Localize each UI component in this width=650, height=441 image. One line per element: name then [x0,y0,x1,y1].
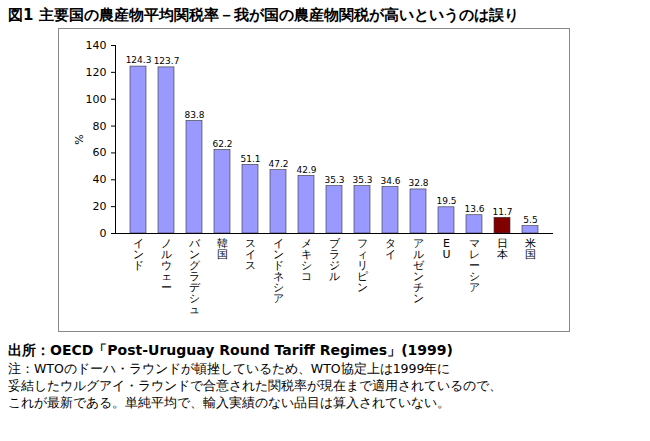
svg-text:60: 60 [93,146,107,159]
svg-text:タイ: タイ [385,237,396,261]
svg-text:34.6: 34.6 [380,176,400,186]
svg-text:47.2: 47.2 [268,159,288,169]
svg-text:%: % [73,134,86,144]
svg-text:124.3: 124.3 [126,55,152,65]
svg-text:51.1: 51.1 [240,154,260,164]
svg-text:35.3: 35.3 [324,175,344,185]
svg-text:40: 40 [93,173,107,186]
svg-text:インド: インド [133,237,144,272]
svg-text:13.6: 13.6 [464,204,484,214]
svg-text:スイス: スイス [245,237,256,272]
svg-text:83.8: 83.8 [184,110,204,120]
svg-text:100: 100 [86,93,107,106]
svg-text:20: 20 [93,200,107,213]
svg-text:123.7: 123.7 [154,56,180,66]
svg-text:バングラデシュ: バングラデシュ [188,237,201,316]
svg-text:ノルウェー: ノルウェー [161,237,172,294]
svg-text:120: 120 [86,66,107,79]
svg-text:0: 0 [100,227,107,240]
html-text:妥結したウルグアイ・ラウンドで合意された関税率が現在まで適用: 妥結したウルグアイ・ラウンドで合意された関税率が現在まで適用されているので、 [8,378,502,393]
svg-text:19.5: 19.5 [436,196,456,206]
html-text:出所：OECD「Post-Uruguay Round Tar: 出所：OECD「Post-Uruguay Round Tariff Regime… [8,342,453,358]
svg-text:140: 140 [86,39,107,52]
svg-text:韓国: 韓国 [217,237,228,261]
svg-text:アルゼンチン: アルゼンチン [413,237,425,305]
svg-text:5.5: 5.5 [523,215,537,225]
svg-text:62.2: 62.2 [212,139,232,149]
html-text:注：WTOのドーハ・ラウンドが頓挫しているため、WTO協定上: 注：WTOのドーハ・ラウンドが頓挫しているため、WTO協定上は1999年に [8,361,451,376]
svg-text:フィリピン: フィリピン [357,237,368,294]
svg-text:11.7: 11.7 [492,207,512,217]
svg-text:メキシコ: メキシコ [301,237,312,283]
svg-text:80: 80 [93,120,107,133]
svg-text:ブラジル: ブラジル [329,237,341,283]
svg-text:日本: 日本 [497,237,508,261]
svg-text:米国: 米国 [525,237,536,261]
html-text:これが最新である。単純平均で、輸入実績のない品目は算入されて: これが最新である。単純平均で、輸入実績のない品目は算入されていない。 [8,395,450,410]
svg-text:マレーシア: マレーシア [469,237,480,294]
svg-text:インドネシア: インドネシア [273,237,284,305]
html-text:図1 主要国の農産物平均関税率－我が国の農産物関税が高いとい: 図1 主要国の農産物平均関税率－我が国の農産物関税が高いというのは誤り [8,6,519,24]
svg-text:32.8: 32.8 [408,178,428,188]
svg-text:42.9: 42.9 [296,165,316,175]
svg-text:35.3: 35.3 [352,175,372,185]
svg-text:EU: EU [442,237,450,261]
